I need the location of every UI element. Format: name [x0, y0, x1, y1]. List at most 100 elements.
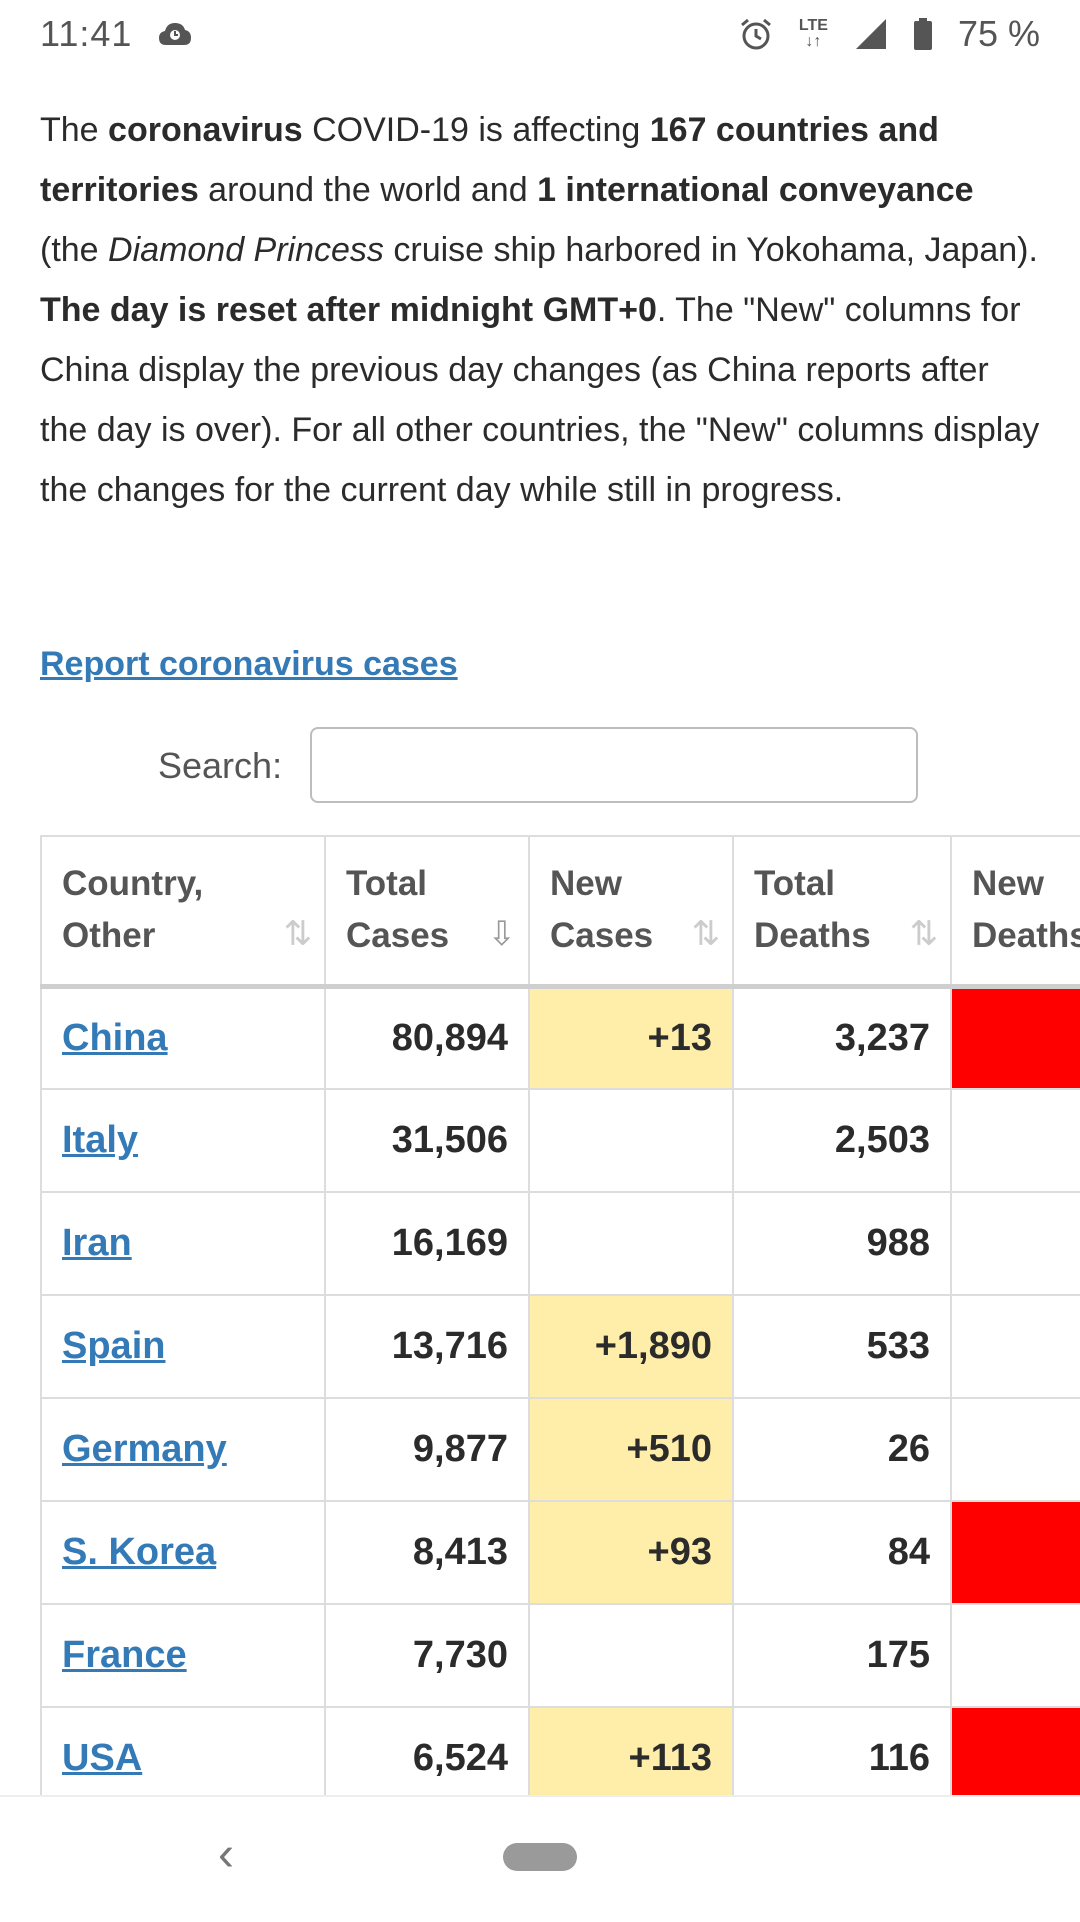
country-link[interactable]: USA [62, 1737, 143, 1779]
table-row: Italy 31,506 2,503 [40, 1088, 1080, 1193]
total-deaths-cell: 988 [732, 1191, 952, 1296]
header-label: Total [754, 864, 836, 904]
new-deaths-cell [950, 1088, 1080, 1193]
country-link[interactable]: Iran [62, 1222, 132, 1264]
header-new-deaths[interactable]: New Deaths [950, 835, 1080, 989]
intro-text: around the world and [198, 171, 538, 209]
new-cases-cell: +1,890 [528, 1294, 734, 1399]
cloud-icon [158, 21, 192, 47]
search-label: Search: [158, 745, 283, 786]
lte-data-icon: LTE ↓↑ [799, 18, 828, 50]
new-cases-cell [528, 1088, 734, 1193]
intro-text: (the [40, 231, 109, 269]
intro-bold: 167 countries and territories [40, 111, 939, 209]
new-deaths-cell [950, 1603, 1080, 1708]
sort-icon[interactable]: ⇅ [283, 914, 312, 953]
home-pill-icon[interactable] [503, 1843, 577, 1871]
total-cases-cell: 8,413 [324, 1500, 530, 1605]
intro-text: cruise ship harbored in Yokohama, Japan)… [383, 231, 1038, 269]
country-link[interactable]: S. Korea [62, 1531, 217, 1573]
total-cases-cell: 31,506 [324, 1088, 530, 1193]
status-bar-right: LTE ↓↑ 75 % [739, 13, 1040, 55]
table-row: S. Korea 8,413 +93 84 [40, 1500, 1080, 1605]
intro-text: The [40, 111, 109, 149]
intro-bold: 1 international conveyance [537, 171, 974, 209]
total-cases-cell: 13,716 [324, 1294, 530, 1399]
table-row: Iran 16,169 988 [40, 1191, 1080, 1296]
country-cell: Spain [40, 1294, 326, 1399]
back-chevron-icon[interactable]: ‹ [218, 1828, 234, 1881]
header-label: Deaths [972, 916, 1080, 956]
new-cases-cell: +510 [528, 1397, 734, 1502]
battery-percent: 75 % [957, 13, 1040, 54]
alarm-icon [739, 17, 773, 51]
header-label: New [972, 864, 1044, 904]
sort-icon[interactable]: ⇩ [487, 914, 516, 953]
country-cell: Germany [40, 1397, 326, 1502]
total-cases-cell: 6,524 [324, 1706, 530, 1795]
cases-table-container[interactable]: Country, Other ⇅ Total Cases ⇩ New Cases ⇅ Total D… [40, 835, 1080, 1795]
cases-table: Country, Other ⇅ Total Cases ⇩ New Cases ⇅ Total D… [40, 835, 1080, 1795]
new-cases-cell: +113 [528, 1706, 734, 1795]
total-deaths-cell: 175 [732, 1603, 952, 1708]
battery-icon [913, 18, 932, 50]
header-total-deaths[interactable]: Total Deaths ⇅ [732, 835, 952, 989]
total-cases-cell: 7,730 [324, 1603, 530, 1708]
total-deaths-cell: 533 [732, 1294, 952, 1399]
header-new-cases[interactable]: New Cases ⇅ [528, 835, 734, 989]
country-cell: Italy [40, 1088, 326, 1193]
table-body: China 80,894 +13 3,237 Italy 31,506 2,503 Iran 1… [40, 985, 1080, 1795]
country-link[interactable]: Spain [62, 1325, 166, 1367]
total-deaths-cell: 116 [732, 1706, 952, 1795]
header-label: New [550, 864, 622, 904]
total-cases-cell: 16,169 [324, 1191, 530, 1296]
table-row: France 7,730 175 [40, 1603, 1080, 1708]
country-link[interactable]: Italy [62, 1119, 139, 1161]
new-cases-cell [528, 1603, 734, 1708]
sort-icon[interactable]: ⇅ [909, 914, 938, 953]
total-deaths-cell: 26 [732, 1397, 952, 1502]
sort-icon[interactable]: ⇅ [691, 914, 720, 953]
header-label: Deaths [754, 916, 871, 956]
header-label: Other [62, 916, 156, 956]
country-link[interactable]: Germany [62, 1428, 227, 1470]
new-deaths-cell [950, 985, 1080, 1090]
country-cell: France [40, 1603, 326, 1708]
status-bar-left: 11:41 [40, 13, 192, 55]
total-deaths-cell: 3,237 [732, 985, 952, 1090]
search-input[interactable] [310, 727, 918, 803]
header-label: Country, [62, 864, 204, 904]
country-cell: Iran [40, 1191, 326, 1296]
country-cell: China [40, 985, 326, 1090]
intro-text: . The "New" columns for China display th… [40, 291, 1040, 509]
intro-italic: Diamond Princess [108, 231, 384, 269]
table-row: Germany 9,877 +510 26 [40, 1397, 1080, 1502]
country-cell: USA [40, 1706, 326, 1795]
country-link[interactable]: France [62, 1634, 187, 1676]
new-deaths-cell [950, 1294, 1080, 1399]
new-cases-cell: +93 [528, 1500, 734, 1605]
intro-bold: The day is reset after midnight GMT+0 [40, 291, 657, 329]
total-deaths-cell: 2,503 [732, 1088, 952, 1193]
header-country[interactable]: Country, Other ⇅ [40, 835, 326, 989]
new-cases-cell: +13 [528, 985, 734, 1090]
header-label: Cases [550, 916, 654, 956]
intro-text: COVID-19 is affecting [302, 111, 650, 149]
new-deaths-cell [950, 1191, 1080, 1296]
total-cases-cell: 80,894 [324, 985, 530, 1090]
status-time: 11:41 [40, 13, 133, 54]
system-nav-bar: ‹ [0, 1795, 1080, 1922]
data-arrows-icon: ↓↑ [805, 33, 822, 50]
new-deaths-cell [950, 1706, 1080, 1795]
table-row: USA 6,524 +113 116 [40, 1706, 1080, 1795]
report-cases-link[interactable]: Report coronavirus cases [40, 645, 458, 683]
intro-bold: coronavirus [108, 111, 303, 149]
total-deaths-cell: 84 [732, 1500, 952, 1605]
new-cases-cell [528, 1191, 734, 1296]
country-link[interactable]: China [62, 1016, 168, 1059]
status-bar: 11:41 LTE ↓↑ [0, 0, 1080, 68]
header-label: Total [346, 864, 428, 904]
header-total-cases[interactable]: Total Cases ⇩ [324, 835, 530, 989]
table-header-row: Country, Other ⇅ Total Cases ⇩ New Cases ⇅ Total D… [40, 835, 1080, 989]
new-deaths-cell [950, 1397, 1080, 1502]
